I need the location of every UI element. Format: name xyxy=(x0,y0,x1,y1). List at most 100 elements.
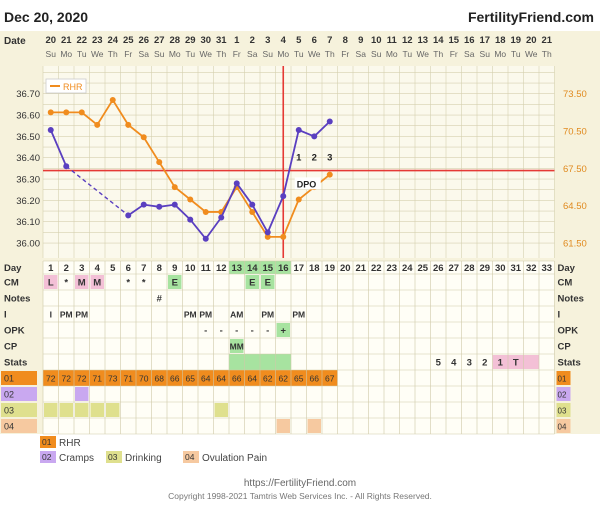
legend-label: Ovulation Pain xyxy=(202,453,267,464)
weekday-label: We xyxy=(308,49,321,59)
weekday-label: We xyxy=(525,49,538,59)
rhr-row-cell xyxy=(244,370,260,386)
stats-pink-bg xyxy=(523,355,539,369)
opk-value: + xyxy=(280,326,286,337)
rhr-legend-label: RHR xyxy=(63,82,83,92)
weekday-label: Th xyxy=(433,49,443,59)
footer-url[interactable]: https://FertilityFriend.com xyxy=(243,478,357,489)
weekday-label: Tu xyxy=(511,49,521,59)
row-label-right: Day xyxy=(558,263,576,274)
date-label: 24 xyxy=(107,35,118,46)
rhr-row-value: 66 xyxy=(232,374,242,384)
cm-value: * xyxy=(126,278,130,289)
date-label: 20 xyxy=(526,35,537,46)
cycle-day: 6 xyxy=(126,263,131,274)
date-label: 28 xyxy=(169,35,180,46)
stats-fertile-bg xyxy=(275,354,291,370)
row-label-right: Stats xyxy=(558,358,581,369)
stats-value: 1 xyxy=(498,358,504,369)
cp-value: MM xyxy=(230,342,244,352)
legend-swatch xyxy=(183,451,199,463)
date-label: 13 xyxy=(417,35,428,46)
opk-value: - xyxy=(220,326,223,337)
rhr-row-value: 67 xyxy=(325,374,335,384)
custom-row-code-bg xyxy=(1,403,37,417)
bbt-point xyxy=(140,201,147,208)
row-label-left: Notes xyxy=(4,294,30,305)
row-label-left: CP xyxy=(4,342,18,353)
cycle-day: 25 xyxy=(417,263,428,274)
y-tick-left: 36.10 xyxy=(16,217,40,228)
date-label: 1 xyxy=(234,35,240,46)
opk-value: - xyxy=(204,326,207,337)
weekday-label: Sa xyxy=(139,49,150,59)
rhr-point xyxy=(187,196,194,203)
y-tick-left: 36.40 xyxy=(16,153,40,164)
rhr-point xyxy=(264,233,271,240)
cycle-day: 12 xyxy=(216,263,227,274)
custom-row-code: 01 xyxy=(4,374,14,384)
weekday-label: Su xyxy=(154,49,165,59)
rhr-row-cell xyxy=(275,370,291,386)
date-label: 10 xyxy=(371,35,382,46)
weekday-label: Th xyxy=(216,49,226,59)
cm-value: M xyxy=(93,278,101,289)
rhr-row-cell xyxy=(43,370,59,386)
row-label-left: Stats xyxy=(4,358,27,369)
bbt-point xyxy=(156,203,163,210)
cycle-day: 30 xyxy=(495,263,506,274)
rhr-row-value: 71 xyxy=(93,374,103,384)
y-tick-left: 36.00 xyxy=(16,239,40,250)
bbt-point xyxy=(326,118,333,125)
weekday-label: Su xyxy=(263,49,274,59)
weekday-label: Sa xyxy=(464,49,475,59)
rhr-point xyxy=(125,121,132,128)
y-tick-left: 36.60 xyxy=(16,111,40,122)
y-tick-right: 73.50 xyxy=(563,89,587,100)
intercourse-value: PM xyxy=(199,310,212,320)
row-label-left: Day xyxy=(4,263,22,274)
rhr-row-cell xyxy=(120,370,136,386)
stats-fertile-bg xyxy=(244,354,260,370)
cm-cell-bg xyxy=(75,275,89,289)
rhr-row-value: 71 xyxy=(124,374,134,384)
cm-cell-bg xyxy=(44,275,58,289)
weekday-label: Th xyxy=(542,49,552,59)
date-label: 6 xyxy=(312,35,317,46)
legend-code: 04 xyxy=(185,452,195,462)
cycle-day: 8 xyxy=(157,263,162,274)
dpo-number: 1 xyxy=(296,153,302,164)
cm-value: L xyxy=(48,278,54,289)
rhr-row-value: 68 xyxy=(155,374,165,384)
date-label: 14 xyxy=(433,35,444,46)
cycle-day: 1 xyxy=(48,263,54,274)
cycle-day: 11 xyxy=(201,263,212,274)
cm-value: * xyxy=(142,278,146,289)
cycle-day: 5 xyxy=(110,263,116,274)
weekday-label: Tu xyxy=(402,49,412,59)
cycle-day: 17 xyxy=(293,263,304,274)
rhr-row-cell xyxy=(229,370,245,386)
custom-row-code-bg xyxy=(556,387,571,401)
rhr-row-value: 72 xyxy=(62,374,72,384)
rhr-point xyxy=(47,109,54,116)
date-label: 4 xyxy=(281,35,287,46)
custom-row-code: 03 xyxy=(558,407,567,416)
legend-label: RHR xyxy=(59,438,81,449)
plot-area xyxy=(43,66,555,258)
legend-label: Cramps xyxy=(59,453,94,464)
rhr-row-value: 62 xyxy=(263,374,273,384)
weekday-label: Fr xyxy=(124,49,132,59)
rhr-row-value: 73 xyxy=(108,374,118,384)
rhr-point xyxy=(94,121,101,128)
custom-row-code: 03 xyxy=(4,406,14,416)
custom-row-code: 02 xyxy=(558,391,567,400)
rhr-row-value: 66 xyxy=(170,374,180,384)
date-label: 29 xyxy=(185,35,196,46)
cycle-day: 20 xyxy=(340,263,351,274)
legend-label: Drinking xyxy=(125,453,162,464)
row-label-right: CP xyxy=(558,342,572,353)
y-tick-left: 36.20 xyxy=(16,196,40,207)
custom-row-code-bg xyxy=(1,419,37,433)
